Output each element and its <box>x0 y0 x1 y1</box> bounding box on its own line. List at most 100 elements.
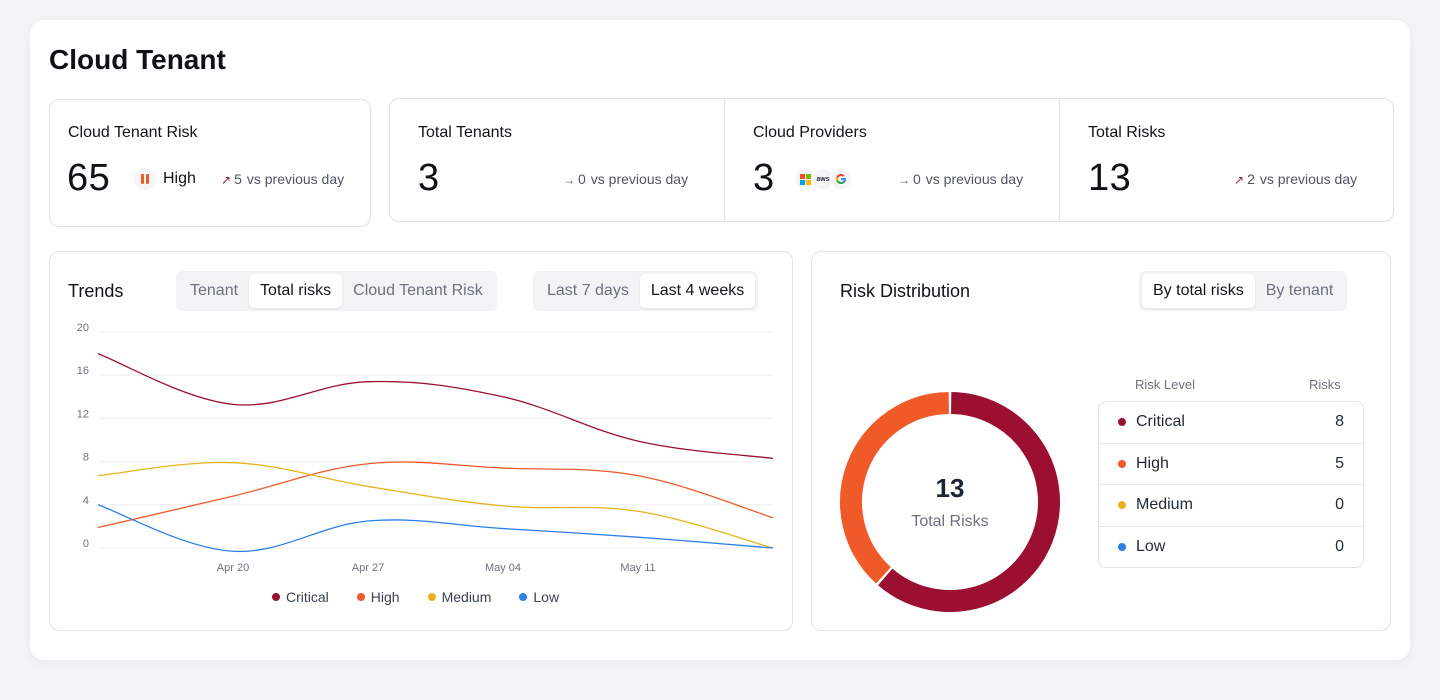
cloud-tenant-risk-card: Cloud Tenant Risk 65 High ↗ 5 vs previous … <box>49 99 371 227</box>
risk-row-medium[interactable]: Medium 0 <box>1099 485 1363 527</box>
medium-dot <box>1118 501 1126 510</box>
provider-icons: aws <box>794 168 852 190</box>
page-title: Cloud Tenant <box>49 44 226 75</box>
trend-up-icon: ↗ <box>1234 173 1245 187</box>
google-icon <box>830 168 852 190</box>
trend-chart: 0 4 8 12 16 20 Apr 20 Apr 27 May 04 May 11 <box>77 322 774 574</box>
tab-total-risks[interactable]: Total risks <box>249 274 343 308</box>
pause-bars-icon <box>134 168 156 190</box>
arrow-right-icon: → <box>563 173 575 187</box>
risk-donut-chart <box>840 392 1060 612</box>
legend-low-label: Low <box>533 589 560 605</box>
risk-row-count: 0 <box>1335 538 1344 556</box>
donut-slice-high[interactable] <box>840 392 950 584</box>
legend-medium-dot <box>427 593 436 601</box>
trends-range-tabs: Last 7 days Last 4 weeks <box>533 271 759 311</box>
series-line-medium[interactable] <box>97 461 774 549</box>
risk-level-badge: High <box>134 168 196 190</box>
y-tick-label: 20 <box>77 322 89 334</box>
risk-delta-text: vs previous day <box>246 171 345 187</box>
risk-row-high[interactable]: High 5 <box>1099 444 1363 485</box>
cloud-tenant-risk-score: 65 <box>67 157 111 199</box>
legend-critical-dot <box>272 593 280 601</box>
risk-row-critical[interactable]: Critical 8 <box>1099 402 1363 444</box>
cloud-tenant-risk-title: Cloud Tenant Risk <box>68 124 198 141</box>
tenants-delta: → 0 vs previous day <box>563 171 688 187</box>
trends-card: Trends Tenant Total risks Cloud Tenant R… <box>49 251 793 631</box>
y-tick-label: 0 <box>83 538 89 550</box>
aws-icon: aws <box>812 168 834 190</box>
total-risks-value: 13 <box>1088 157 1132 199</box>
x-tick-label: Apr 27 <box>352 562 384 574</box>
tenants-delta-value: 0 <box>578 171 586 187</box>
providers-delta-value: 0 <box>913 171 921 187</box>
stats-card: Total Tenants 3 → 0 vs previous day Cloud … <box>389 98 1394 222</box>
risk-distribution-card: Risk Distribution By total risks By tena… <box>811 251 1391 631</box>
legend-critical[interactable]: Critical <box>272 589 329 605</box>
legend-medium[interactable]: Medium <box>427 589 492 605</box>
legend-high-dot <box>356 593 365 601</box>
risk-row-name: High <box>1136 454 1169 472</box>
series-line-high[interactable] <box>97 461 774 529</box>
legend-low[interactable]: Low <box>519 589 559 605</box>
risk-row-count: 8 <box>1335 413 1344 431</box>
trends-title: Trends <box>68 281 124 301</box>
tab-last-7-days[interactable]: Last 7 days <box>547 282 629 299</box>
legend-high-label: High <box>370 589 400 605</box>
tab-last-4-weeks[interactable]: Last 4 weeks <box>639 274 756 308</box>
risk-level-text: High <box>163 170 196 187</box>
risk-row-count: 0 <box>1335 496 1344 514</box>
donut-slice-critical[interactable] <box>878 392 1060 612</box>
x-tick-label: Apr 20 <box>217 562 249 574</box>
tab-by-total-risks[interactable]: By total risks <box>1142 274 1255 308</box>
legend-low-dot <box>519 593 528 601</box>
y-tick-label: 16 <box>77 365 89 377</box>
tab-tenant[interactable]: Tenant <box>190 282 239 299</box>
tab-cloud-tenant-risk[interactable]: Cloud Tenant Risk <box>353 282 483 299</box>
critical-dot <box>1118 418 1126 427</box>
tenants-delta-text: vs previous day <box>590 171 689 187</box>
total-risks-delta-text: vs previous day <box>1259 171 1358 187</box>
risk-row-name: Critical <box>1136 413 1185 431</box>
high-dot <box>1118 459 1126 468</box>
total-tenants-value: 3 <box>418 157 440 199</box>
legend-high[interactable]: High <box>356 589 400 605</box>
series-line-low[interactable] <box>97 504 774 553</box>
risk-row-name: Medium <box>1136 496 1193 514</box>
cloud-providers-title: Cloud Providers <box>753 124 867 141</box>
total-risks-delta-value: 2 <box>1247 171 1255 187</box>
col-risk-level: Risk Level <box>1135 377 1195 392</box>
col-risks: Risks <box>1309 377 1341 392</box>
total-tenants-title: Total Tenants <box>418 124 512 141</box>
y-tick-label: 8 <box>83 452 89 464</box>
divider <box>1059 99 1060 221</box>
cloud-providers-value: 3 <box>753 157 775 199</box>
donut-total-value: 13 <box>935 473 965 503</box>
risk-distribution-title: Risk Distribution <box>840 281 971 301</box>
arrow-right-icon: → <box>898 173 910 187</box>
providers-delta: → 0 vs previous day <box>898 171 1023 187</box>
total-risks-title: Total Risks <box>1088 124 1166 141</box>
risk-row-low[interactable]: Low 0 <box>1099 527 1363 568</box>
distribution-tabs: By total risks By tenant <box>1139 271 1348 311</box>
x-tick-label: May 04 <box>485 562 521 574</box>
x-tick-label: May 11 <box>620 562 655 574</box>
y-tick-label: 12 <box>77 408 89 420</box>
total-risks-delta: ↗ 2 vs previous day <box>1234 171 1357 187</box>
series-line-critical[interactable] <box>97 352 774 460</box>
risk-row-count: 5 <box>1335 454 1344 472</box>
trends-metric-tabs: Tenant Total risks Cloud Tenant Risk <box>176 271 497 311</box>
legend-medium-label: Medium <box>441 589 492 605</box>
risk-level-table: Critical 8 High 5 Medium 0 Low 0 <box>1098 401 1364 568</box>
tab-by-tenant[interactable]: By tenant <box>1265 282 1334 299</box>
divider <box>724 99 725 221</box>
y-tick-label: 4 <box>83 495 89 507</box>
risk-row-name: Low <box>1136 538 1166 556</box>
chart-legend: Critical High Medium Low <box>272 589 559 605</box>
risk-delta: ↗ 5 vs previous day <box>221 171 344 187</box>
risk-delta-value: 5 <box>234 171 242 187</box>
providers-delta-text: vs previous day <box>925 171 1024 187</box>
low-dot <box>1118 543 1126 552</box>
legend-critical-label: Critical <box>286 589 329 605</box>
donut-total-label: Total Risks <box>911 513 989 530</box>
